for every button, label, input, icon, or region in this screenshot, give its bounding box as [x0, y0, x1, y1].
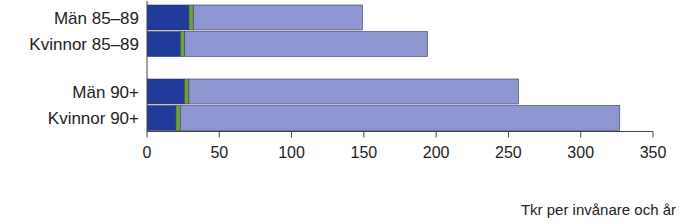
- y-axis: [147, 1, 148, 132]
- bar-segment: [147, 32, 180, 57]
- tick-label: 50: [210, 144, 228, 161]
- tick-mark: [436, 132, 437, 138]
- bar-segment: [147, 106, 176, 131]
- category-label: Män 85–89: [54, 9, 139, 28]
- chart: Män 85–89 Kvinnor 85–89 Män 90+ Kvinnor 90+…: [0, 0, 685, 224]
- bar-segment: [147, 79, 185, 104]
- tick-label: 350: [640, 144, 667, 161]
- category-label: Män 90+: [72, 83, 139, 102]
- tick-label: 300: [567, 144, 594, 161]
- bar-segment: [185, 79, 189, 104]
- axis-label: Tkr per invånare och år: [521, 201, 676, 218]
- tick-mark: [147, 132, 148, 138]
- tick-label: 250: [495, 144, 522, 161]
- bar-segment: [180, 32, 184, 57]
- tick-label: 100: [278, 144, 305, 161]
- bar-segment: [189, 79, 519, 104]
- bar-segment: [176, 106, 180, 131]
- tick-mark: [653, 132, 654, 138]
- bar-segment: [180, 106, 619, 131]
- bar-segment: [189, 5, 193, 30]
- tick-mark: [508, 132, 509, 138]
- tick-label: 150: [351, 144, 378, 161]
- tick-mark: [219, 132, 220, 138]
- category-label: Kvinnor 90+: [48, 109, 139, 128]
- bar-segment: [147, 5, 189, 30]
- bar-segment: [193, 5, 362, 30]
- tick-mark: [580, 132, 581, 138]
- tick-mark: [363, 132, 364, 138]
- bar-segment: [185, 32, 428, 57]
- tick-label: 0: [143, 144, 152, 161]
- tick-mark: [291, 132, 292, 138]
- category-label: Kvinnor 85–89: [29, 35, 139, 54]
- x-axis: [147, 131, 653, 132]
- tick-label: 200: [423, 144, 450, 161]
- bars: [147, 5, 620, 131]
